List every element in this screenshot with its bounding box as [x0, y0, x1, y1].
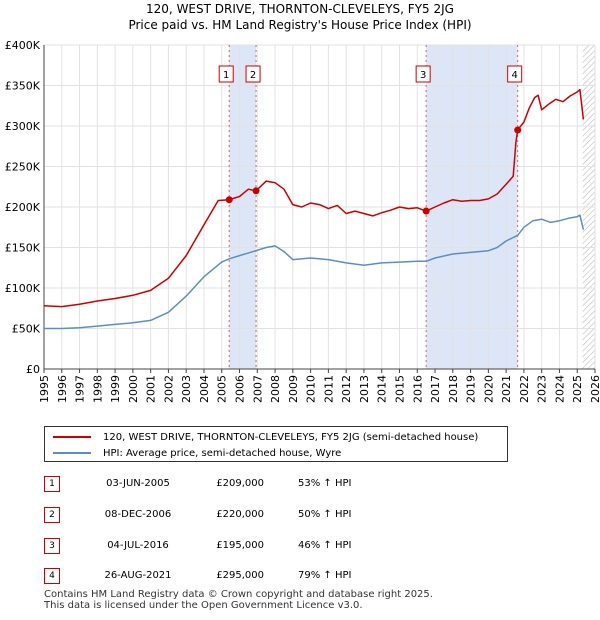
x-tick-label: 2009: [287, 375, 300, 403]
attribution-footer: Contains HM Land Registry data © Crown c…: [44, 589, 433, 611]
x-tick-label: 2010: [305, 375, 318, 403]
transaction-number-badge: 1: [44, 476, 60, 492]
y-tick-label: £400K: [5, 39, 41, 52]
hpi-line: [44, 214, 585, 330]
x-tick-label: 1996: [56, 375, 69, 403]
y-tick-label: £250K: [5, 161, 41, 174]
y-tick-label: £0: [26, 363, 40, 376]
x-tick-label: 1995: [38, 375, 51, 403]
sale-label-box: [507, 65, 523, 83]
x-tick-label: 2018: [447, 375, 460, 403]
attribution-line-1: Contains HM Land Registry data © Crown c…: [44, 589, 433, 600]
x-tick-label: 2000: [127, 375, 140, 403]
legend-item-hpi: HPI: Average price, semi-detached house,…: [53, 445, 341, 461]
sale-label-box: [245, 65, 261, 83]
x-tick-label: 2017: [429, 375, 442, 403]
transaction-number-badge: 3: [44, 538, 60, 554]
x-tick-label: 2003: [180, 375, 193, 403]
x-tick-label: 1998: [91, 375, 104, 403]
transaction-number-badge: 4: [44, 568, 60, 584]
sale-point: [252, 187, 260, 195]
chart-subtitle: Price paid vs. HM Land Registry's House …: [128, 18, 472, 32]
x-tick-label: 2025: [571, 375, 584, 403]
x-tick-label: 1999: [109, 375, 122, 403]
x-tick-label: 2015: [393, 375, 406, 403]
x-tick-label: 2016: [411, 375, 424, 403]
sale-point: [514, 126, 522, 134]
x-tick-label: 2006: [234, 375, 247, 403]
y-tick-label: £150K: [5, 242, 41, 255]
x-tick-label: 2013: [358, 375, 371, 403]
sale-label-box: [218, 65, 234, 83]
sale-point: [225, 196, 233, 204]
sale-point: [422, 207, 430, 215]
x-tick-label: 2019: [465, 375, 478, 403]
transaction-price: £220,000: [216, 509, 264, 520]
x-tick-label: 2021: [500, 375, 513, 403]
transaction-hpi-change: 53% ↑ HPI: [298, 478, 352, 489]
transaction-price: £195,000: [216, 540, 264, 551]
legend-swatch-hpi: [53, 452, 91, 454]
x-tick-label: 2005: [216, 375, 229, 403]
sale-label: 2: [250, 70, 256, 81]
x-tick-label: 2022: [518, 375, 531, 403]
table-row: 4 26-AUG-2021 £295,000 79% ↑ HPI: [44, 568, 444, 588]
transaction-price: £209,000: [216, 478, 264, 489]
x-tick-label: 2012: [340, 375, 353, 403]
transaction-number-badge: 2: [44, 507, 60, 523]
x-tick-label: 2001: [145, 375, 158, 403]
price-chart: £0 £50K £100K £150K £200K £250K £300K £350K £400…: [5, 39, 600, 403]
transaction-date: 04-JUL-2016: [107, 540, 169, 551]
transaction-hpi-change: 79% ↑ HPI: [298, 570, 352, 581]
transaction-hpi-change: 46% ↑ HPI: [298, 540, 352, 551]
transaction-date: 26-AUG-2021: [104, 570, 172, 581]
x-tick-label: 2026: [589, 375, 600, 403]
y-tick-label: £350K: [5, 80, 41, 93]
legend-label-hpi: HPI: Average price, semi-detached house,…: [103, 447, 342, 459]
x-tick-label: 2008: [269, 375, 282, 403]
y-tick-label: £100K: [5, 282, 41, 295]
table-row: 1 03-JUN-2005 £209,000 53% ↑ HPI: [44, 476, 444, 496]
x-tick-label: 2023: [536, 375, 549, 403]
chart-legend: 120, WEST DRIVE, THORNTON-CLEVELEYS, FY5…: [44, 426, 508, 462]
transaction-hpi-change: 50% ↑ HPI: [298, 509, 352, 520]
x-tick-label: 2014: [376, 375, 389, 403]
legend-item-property: 120, WEST DRIVE, THORNTON-CLEVELEYS, FY5…: [53, 429, 478, 445]
attribution-line-2: This data is licensed under the Open Gov…: [44, 600, 363, 611]
y-tick-label: £300K: [5, 120, 41, 133]
table-row: 3 04-JUL-2016 £195,000 46% ↑ HPI: [44, 538, 444, 558]
y-tick-label: £200K: [5, 201, 41, 214]
property-price-line: [43, 88, 585, 308]
x-tick-label: 2011: [322, 375, 335, 403]
x-tick-label: 1997: [74, 375, 87, 403]
transaction-date: 03-JUN-2005: [106, 478, 170, 489]
chart-title: 120, WEST DRIVE, THORNTON-CLEVELEYS, FY5…: [146, 2, 454, 16]
legend-swatch-property: [53, 436, 91, 438]
table-row: 2 08-DEC-2006 £220,000 50% ↑ HPI: [44, 507, 444, 527]
x-tick-label: 2004: [198, 375, 211, 403]
transaction-price: £295,000: [216, 570, 264, 581]
x-tick-label: 2007: [251, 375, 264, 403]
sale-label: 3: [420, 70, 426, 81]
x-tick-label: 2024: [553, 375, 566, 403]
x-tick-label: 2020: [482, 375, 495, 403]
sale-label: 4: [511, 70, 517, 81]
x-tick-label: 2002: [162, 375, 175, 403]
y-tick-label: £50K: [12, 323, 41, 336]
legend-label-property: 120, WEST DRIVE, THORNTON-CLEVELEYS, FY5…: [103, 431, 479, 443]
sale-label-box: [415, 65, 431, 83]
sale-label: 1: [223, 70, 229, 81]
transaction-date: 08-DEC-2006: [104, 509, 172, 520]
